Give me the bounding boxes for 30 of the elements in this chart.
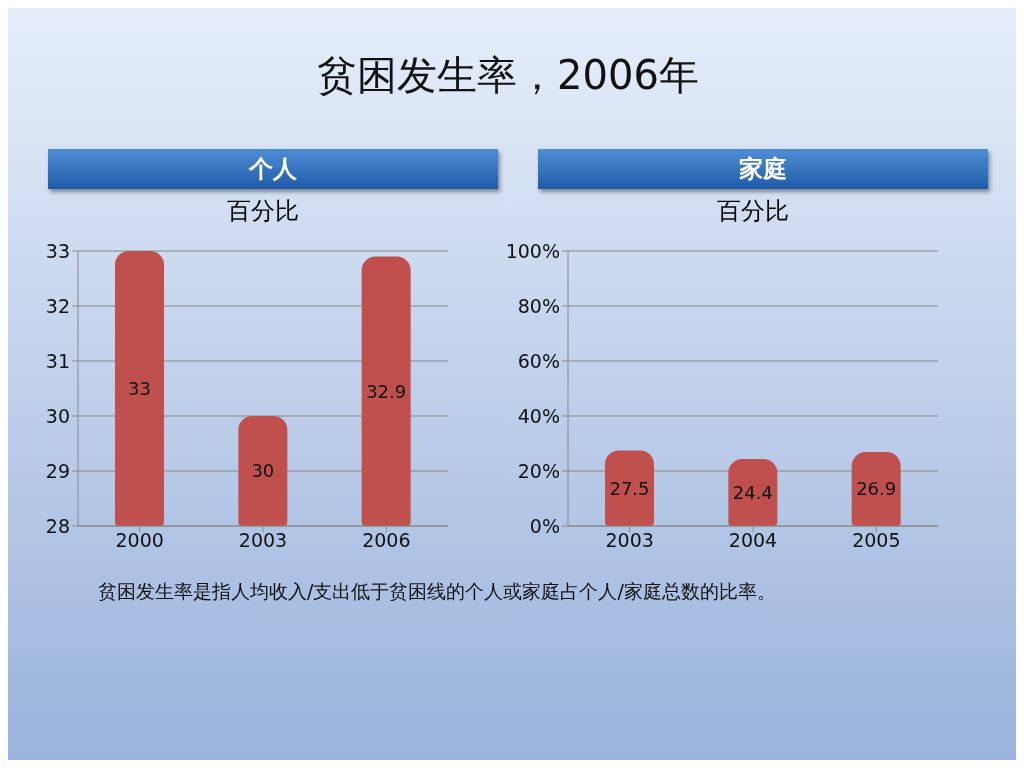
y-tick-label: 80% <box>517 294 560 317</box>
y-tick-label: 28 <box>45 514 70 537</box>
x-tick-label: 2005 <box>852 529 901 552</box>
y-tick-label: 32 <box>45 294 70 317</box>
chart-subtitle: 百分比 <box>226 196 300 227</box>
chart-subtitle: 百分比 <box>716 196 790 227</box>
y-tick-label: 31 <box>45 349 70 372</box>
x-tick-label: 2000 <box>115 529 164 552</box>
x-tick-label: 2003 <box>238 529 288 552</box>
x-tick-label: 2006 <box>362 529 411 552</box>
y-tick-label: 100% <box>505 239 560 262</box>
chart-title: 个人 <box>48 149 498 189</box>
text: 贫困发生率，2006年 <box>316 51 700 100</box>
chart-title: 家庭 <box>538 149 988 189</box>
x-tick-label: 2004 <box>728 529 778 552</box>
y-tick-label: 20% <box>517 459 560 482</box>
data-label: 26.9 <box>856 478 897 500</box>
data-label: 33 <box>128 377 151 399</box>
data-label: 27.5 <box>609 477 650 499</box>
y-tick-label: 30 <box>45 404 70 427</box>
data-label: 24.4 <box>732 481 773 503</box>
y-tick-label: 0% <box>529 514 560 537</box>
text: 贫困发生率是指人均收入/支出低于贫困线的个人或家庭占个人/家庭总数的比率。 <box>98 579 777 604</box>
x-tick-label: 2003 <box>605 529 654 552</box>
data-label: 30 <box>251 460 275 482</box>
y-tick-label: 40% <box>517 404 560 427</box>
y-tick-label: 29 <box>45 459 70 482</box>
y-tick-label: 33 <box>45 239 70 262</box>
data-label: 32.9 <box>366 380 407 402</box>
y-tick-label: 60% <box>517 349 560 372</box>
